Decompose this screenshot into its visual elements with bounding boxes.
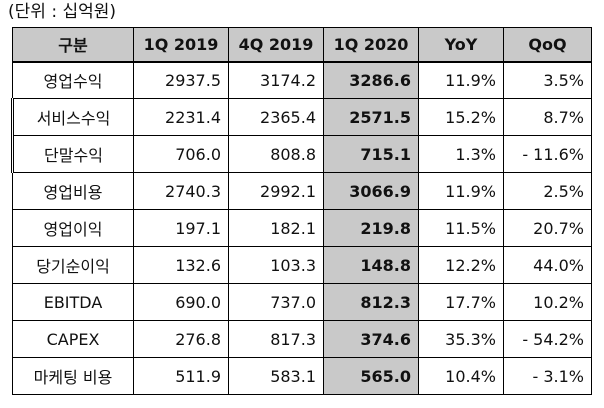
row-label: EBITDA <box>12 283 134 321</box>
table-row: EBITDA 690.0 737.0 812.3 17.7% 10.2% <box>12 283 592 321</box>
header-qoq: QoQ <box>503 27 592 63</box>
value-1q-2020: 2571.5 <box>323 98 419 136</box>
value-yoy: 11.5% <box>418 209 504 247</box>
value-4q-2019: 182.1 <box>228 209 324 247</box>
row-label: CAPEX <box>12 320 134 358</box>
value-yoy: 11.9% <box>418 172 504 210</box>
table-row: 영업비용 2740.3 2992.1 3066.9 11.9% 2.5% <box>12 172 592 210</box>
table-row: 영업수익 2937.5 3174.2 3286.6 11.9% 3.5% <box>12 61 592 99</box>
value-1q-2020: 374.6 <box>323 320 419 358</box>
table-row: 당기순이익 132.6 103.3 148.8 12.2% 44.0% <box>12 246 592 284</box>
value-qoq: - 54.2% <box>503 320 592 358</box>
value-4q-2019: 103.3 <box>228 246 324 284</box>
value-1q-2019: 132.6 <box>133 246 229 284</box>
value-4q-2019: 817.3 <box>228 320 324 358</box>
value-1q-2020: 565.0 <box>323 357 419 395</box>
value-yoy: 10.4% <box>418 357 504 395</box>
value-qoq: - 11.6% <box>503 135 592 173</box>
value-1q-2019: 511.9 <box>133 357 229 395</box>
value-1q-2019: 706.0 <box>133 135 229 173</box>
row-label: 영업비용 <box>12 172 134 210</box>
value-1q-2019: 197.1 <box>133 209 229 247</box>
value-4q-2019: 2365.4 <box>228 98 324 136</box>
table-header: 구분 1Q 2019 4Q 2019 1Q 2020 YoY QoQ <box>12 27 592 63</box>
row-label: 당기순이익 <box>12 246 134 284</box>
header-yoy: YoY <box>418 27 504 63</box>
value-qoq: 8.7% <box>503 98 592 136</box>
header-1q-2019: 1Q 2019 <box>133 27 229 63</box>
row-label: 서비스수익 <box>11 98 134 136</box>
value-1q-2020: 812.3 <box>323 283 419 321</box>
value-yoy: 11.9% <box>418 61 504 99</box>
header-row: 구분 1Q 2019 4Q 2019 1Q 2020 YoY QoQ <box>12 27 592 63</box>
row-label: 마케팅 비용 <box>12 357 134 395</box>
value-1q-2020: 148.8 <box>323 246 419 284</box>
unit-caption: (단위 : 십억원) <box>8 2 116 22</box>
table-row: 영업이익 197.1 182.1 219.8 11.5% 20.7% <box>12 209 592 247</box>
row-label: 단말수익 <box>11 135 134 173</box>
value-yoy: 35.3% <box>418 320 504 358</box>
value-yoy: 1.3% <box>418 135 504 173</box>
value-1q-2019: 2937.5 <box>133 61 229 99</box>
value-4q-2019: 3174.2 <box>228 61 324 99</box>
value-4q-2019: 583.1 <box>228 357 324 395</box>
value-1q-2019: 2740.3 <box>133 172 229 210</box>
financial-results-table: 구분 1Q 2019 4Q 2019 1Q 2020 YoY QoQ 영업수익 … <box>11 27 592 395</box>
value-4q-2019: 2992.1 <box>228 172 324 210</box>
value-qoq: 20.7% <box>503 209 592 247</box>
row-label: 영업이익 <box>12 209 134 247</box>
value-1q-2019: 690.0 <box>133 283 229 321</box>
value-qoq: 10.2% <box>503 283 592 321</box>
value-1q-2020: 219.8 <box>323 209 419 247</box>
value-qoq: 3.5% <box>503 61 592 99</box>
header-category: 구분 <box>12 27 134 63</box>
table-row: CAPEX 276.8 817.3 374.6 35.3% - 54.2% <box>12 320 592 358</box>
value-1q-2020: 715.1 <box>323 135 419 173</box>
header-4q-2019: 4Q 2019 <box>228 27 324 63</box>
value-yoy: 12.2% <box>418 246 504 284</box>
value-1q-2019: 2231.4 <box>133 98 229 136</box>
table-row: 서비스수익 2231.4 2365.4 2571.5 15.2% 8.7% <box>11 98 592 136</box>
value-yoy: 15.2% <box>418 98 504 136</box>
value-1q-2020: 3066.9 <box>323 172 419 210</box>
value-1q-2019: 276.8 <box>133 320 229 358</box>
table-row: 단말수익 706.0 808.8 715.1 1.3% - 11.6% <box>11 135 592 173</box>
value-qoq: 2.5% <box>503 172 592 210</box>
value-qoq: - 3.1% <box>503 357 592 395</box>
row-label: 영업수익 <box>12 61 134 99</box>
value-4q-2019: 737.0 <box>228 283 324 321</box>
table-row: 마케팅 비용 511.9 583.1 565.0 10.4% - 3.1% <box>12 357 592 395</box>
value-4q-2019: 808.8 <box>228 135 324 173</box>
table-body: 영업수익 2937.5 3174.2 3286.6 11.9% 3.5% 서비스… <box>11 61 592 395</box>
header-1q-2020: 1Q 2020 <box>323 27 419 63</box>
value-1q-2020: 3286.6 <box>323 61 419 99</box>
value-qoq: 44.0% <box>503 246 592 284</box>
value-yoy: 17.7% <box>418 283 504 321</box>
